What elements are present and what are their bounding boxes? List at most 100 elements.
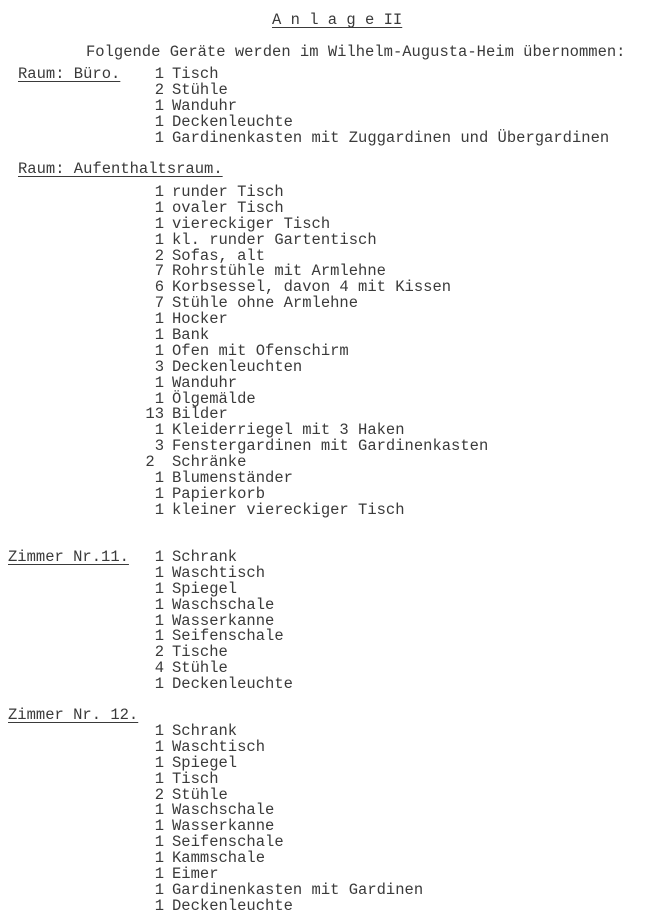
list-item: 2 Sofas, alt: [140, 248, 488, 264]
list-item: 13 Bilder: [140, 405, 488, 424]
item-quantity: 1: [154, 611, 164, 630]
item-quantity: 1: [154, 65, 164, 83]
item-name: Rohrstühle mit Armlehne: [172, 262, 386, 281]
list-item: 2 Schränke: [140, 454, 488, 470]
item-quantity: 1: [154, 548, 164, 566]
item-name: Waschtisch: [172, 563, 266, 582]
item-quantity: 1: [154, 722, 164, 740]
item-name: Gardinenkasten mit Gardinen: [172, 880, 424, 899]
list-item: 1 Kammschale: [140, 850, 423, 866]
item-name: Bilder: [172, 405, 228, 424]
item-name: ovaler Tisch: [172, 198, 284, 217]
item-name: Blumenständer: [172, 469, 293, 488]
item-name: Tisch: [172, 65, 219, 83]
item-name: Eimer: [172, 865, 219, 884]
item-name: Deckenleuchte: [172, 675, 293, 694]
item-name: Bank: [172, 326, 210, 345]
item-name: Kammschale: [172, 849, 266, 868]
item-name: Waschtisch: [172, 737, 266, 756]
list-item: 1 ovaler Tisch: [140, 200, 488, 216]
list-item: 1 Wasserkanne: [140, 818, 423, 834]
list-item: 2 Tische: [140, 644, 293, 660]
list-item: 1 kleiner viereckiger Tisch: [140, 502, 488, 518]
item-name: Stühle ohne Armlehne: [172, 294, 359, 313]
list-item: 1 Bank: [140, 327, 488, 343]
item-quantity: 1: [154, 128, 164, 147]
item-quantity: 1: [154, 801, 164, 820]
list-item: 4 Stühle: [140, 660, 293, 676]
item-name: Stühle: [172, 659, 228, 678]
item-quantity: 1: [154, 326, 164, 345]
item-quantity: 1: [154, 198, 164, 217]
item-quantity: 1: [154, 563, 164, 582]
item-quantity: 1: [154, 627, 164, 646]
item-name: viereckiger Tisch: [172, 214, 331, 233]
list-item: 1 Wasserkanne: [140, 613, 293, 629]
item-quantity: 1: [154, 484, 164, 503]
list-item: 1 Spiegel: [140, 581, 293, 597]
item-quantity: 3: [154, 437, 164, 456]
item-quantity: 1: [154, 96, 164, 115]
list-item: 3 Fenstergardinen mit Gardinenkasten: [140, 437, 489, 456]
item-quantity: 1: [154, 112, 164, 131]
item-quantity: 1: [154, 737, 164, 756]
section-heading-aufenthaltsraum: Raum: Aufenthaltsraum.: [18, 160, 223, 178]
item-name: Kleiderriegel mit 3 Haken: [172, 421, 405, 440]
item-name: Wanduhr: [172, 373, 238, 392]
item-quantity: 2: [145, 453, 164, 472]
item-list-zimmer-11: 1 Schrank 1 Waschtisch 1 Spiegel 1 Waschschale 1…: [140, 549, 293, 692]
list-item: 1 Tisch: [140, 771, 423, 787]
item-name: Tische: [172, 643, 228, 662]
item-name: Seifenschale: [172, 833, 284, 852]
item-quantity: 3: [154, 357, 164, 376]
list-item: 1 Eimer: [140, 866, 423, 882]
item-quantity: 1: [154, 500, 164, 519]
item-name: Wasserkanne: [172, 817, 275, 836]
list-item: 1 Wanduhr: [140, 375, 488, 391]
item-quantity: 1: [154, 865, 164, 884]
item-name: Tisch: [172, 769, 219, 788]
list-item: 1 Waschschale: [140, 801, 423, 820]
item-list-zimmer-12: 1 Schrank 1 Waschtisch 1 Spiegel 1 Tisch 2 Stühle…: [140, 723, 423, 914]
item-quantity: 1: [154, 214, 164, 233]
list-item: 1 Hocker: [140, 311, 488, 327]
list-item: 1 Deckenleuchte: [140, 114, 609, 130]
section-heading-buero: Raum: Büro.: [18, 65, 121, 83]
item-quantity: 1: [154, 341, 164, 360]
list-item: 1 Spiegel: [140, 755, 423, 771]
item-quantity: 1: [154, 817, 164, 836]
item-quantity: 4: [154, 659, 164, 678]
list-item: 1 Wanduhr: [140, 98, 609, 114]
list-item: 1 Tisch: [140, 66, 609, 82]
list-item: 1 Gardinenkasten mit Zuggardinen und Über…: [140, 130, 609, 146]
list-item: 1 Waschschale: [140, 597, 293, 613]
item-quantity: 2: [154, 643, 164, 662]
list-item: 1 Papierkorb: [140, 486, 488, 502]
item-name: kleiner viereckiger Tisch: [172, 500, 405, 519]
item-name: Seifenschale: [172, 627, 284, 646]
item-name: Schränke: [172, 453, 247, 472]
item-name: Schrank: [172, 722, 238, 740]
item-name: kl. runder Gartentisch: [172, 230, 377, 249]
item-name: Gardinenkasten mit Zuggardinen und Überg…: [172, 128, 610, 147]
item-name: Papierkorb: [172, 484, 266, 503]
item-name: Deckenleuchten: [172, 357, 303, 376]
list-item: 7 Rohrstühle mit Armlehne: [140, 262, 488, 281]
intro-text: Folgende Geräte werden im Wilhelm-August…: [86, 43, 626, 61]
list-item: 1 Gardinenkasten mit Gardinen: [140, 882, 423, 898]
item-quantity: 1: [154, 849, 164, 868]
list-item: 2 Stühle: [140, 787, 423, 803]
list-item: 1 Seifenschale: [140, 834, 423, 850]
item-quantity: 7: [154, 294, 164, 313]
item-quantity: 7: [154, 262, 164, 281]
list-item: 1 Blumenständer: [140, 470, 488, 486]
item-list-aufenthaltsraum: 1 runder Tisch 1 ovaler Tisch 1 viereckiger T…: [140, 184, 488, 518]
document-title: A n l a g e II: [272, 11, 403, 29]
list-item: 1 kl. runder Gartentisch: [140, 232, 488, 248]
item-quantity: 1: [154, 230, 164, 249]
item-name: Korbsessel, davon 4 mit Kissen: [172, 278, 452, 297]
list-item: 1 Waschtisch: [140, 739, 423, 755]
list-item: 2 Stühle: [140, 82, 609, 98]
item-quantity: 1: [154, 595, 164, 614]
list-item: 1 Schrank: [140, 549, 293, 565]
